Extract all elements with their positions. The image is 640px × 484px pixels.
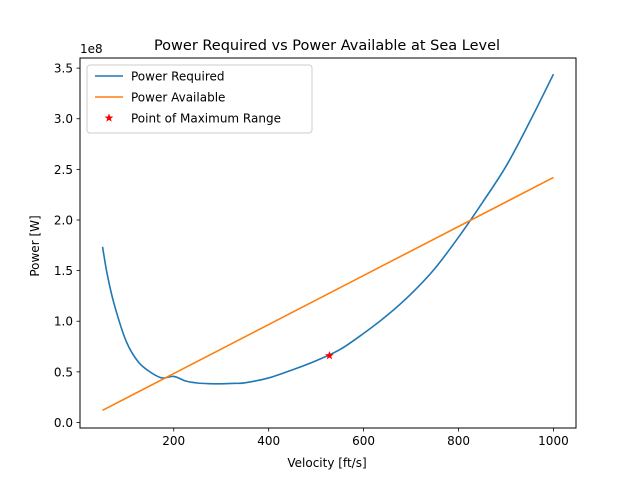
x-tick-label: 1000	[538, 434, 569, 448]
y-offset-label: 1e8	[80, 42, 103, 56]
legend: Power Required Power Available Point of …	[86, 64, 313, 134]
y-axis-label: Power [W]	[28, 215, 42, 276]
x-tick-label: 600	[352, 434, 375, 448]
legend-label-power-required: Power Required	[131, 70, 225, 84]
marker-point-of-maximum-range	[325, 351, 334, 360]
chart-title: Power Required vs Power Available at Sea…	[154, 38, 500, 54]
legend-box	[86, 64, 313, 134]
marker-layer	[325, 351, 334, 360]
series-line-power-available	[102, 176, 554, 412]
x-tick-label: 800	[447, 434, 470, 448]
series-line-power-required	[101, 73, 555, 385]
y-tick-label: 0.5	[54, 365, 73, 379]
y-tick-label: 1.5	[54, 264, 73, 278]
y-tick-label: 0.0	[54, 416, 73, 430]
y-tick-label: 3.0	[54, 112, 73, 126]
x-tick-label: 400	[257, 434, 280, 448]
legend-label-max-range: Point of Maximum Range	[131, 112, 281, 126]
legend-label-power-available: Power Available	[131, 91, 225, 105]
tick-layer: 200 400 600 800 1000 0.0 0.5 1.0 1.5 2.0 2.5 3.0 3.5	[54, 62, 569, 448]
x-tick-label: 200	[162, 434, 185, 448]
series-layer	[101, 73, 555, 412]
plot-frame	[79, 57, 577, 429]
y-tick-label: 3.5	[54, 62, 73, 76]
y-tick-label: 2.5	[54, 163, 73, 177]
legend-star-icon	[104, 113, 114, 122]
x-axis-label: Velocity [ft/s]	[287, 456, 366, 470]
y-tick-label: 2.0	[54, 213, 73, 227]
y-tick-label: 1.0	[54, 315, 73, 329]
